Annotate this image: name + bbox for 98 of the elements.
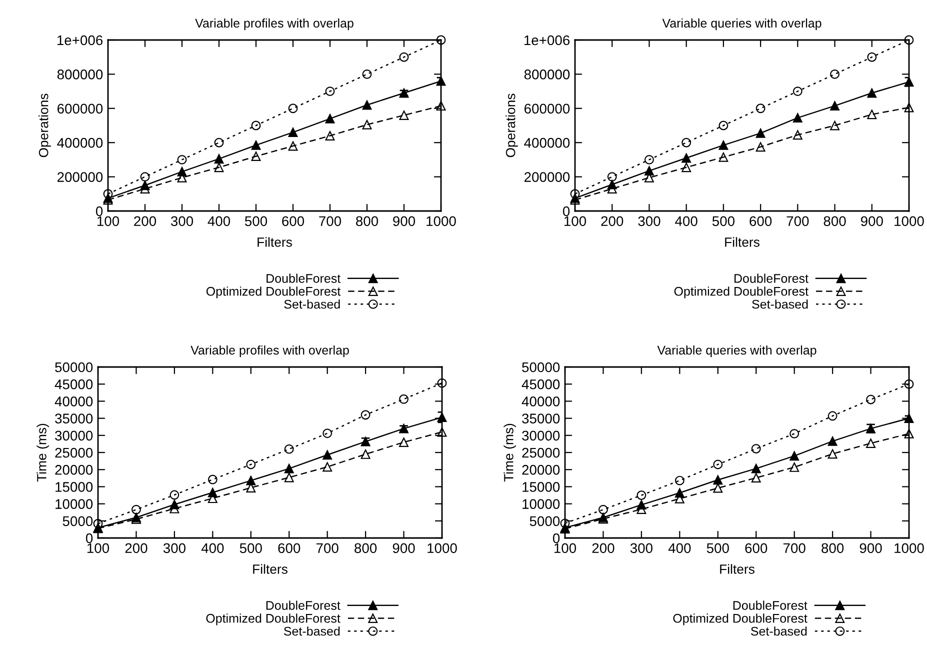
- x-tick-label: 500: [244, 216, 268, 226]
- x-tick-label: 300: [630, 543, 652, 554]
- x-tick-label: 1000: [426, 216, 456, 226]
- x-tick-label: 900: [393, 216, 416, 226]
- x-tick-label: 200: [134, 216, 156, 226]
- legend-label: Optimized DoubleForest: [206, 286, 341, 298]
- x-tick-label: 900: [860, 216, 883, 226]
- y-tick-label: 50000: [522, 362, 560, 372]
- legend-label: Optimized DoubleForest: [206, 614, 340, 626]
- y-tick-label: 15000: [56, 482, 93, 492]
- y-tick-label: 0: [562, 206, 570, 216]
- x-tick-label: 600: [282, 216, 304, 226]
- x-tick-label: 1000: [428, 543, 457, 554]
- y-tick-label: 20000: [55, 464, 93, 475]
- x-tick-label: 900: [860, 543, 882, 554]
- x-tick-label: 500: [706, 543, 729, 554]
- x-tick-label: 100: [564, 216, 586, 226]
- x-tick-label: 600: [745, 543, 768, 554]
- x-tick-label: 400: [675, 216, 698, 226]
- y-tick-label: 1e+006: [524, 35, 570, 46]
- legend-label: DoubleForest: [734, 274, 808, 283]
- x-tick-label: 600: [278, 543, 300, 554]
- legend-label: Optimized DoubleForest: [674, 286, 808, 298]
- x-tick-label: 400: [208, 216, 230, 226]
- x-tick-label: 100: [87, 543, 110, 554]
- y-tick-label: 800000: [524, 70, 570, 80]
- y-axis-title: Operations: [506, 94, 518, 158]
- y-tick-label: 45000: [54, 379, 93, 390]
- y-tick-label: 0: [86, 533, 93, 544]
- y-tick-label: 15000: [522, 482, 560, 492]
- y-tick-label: 400000: [524, 138, 570, 148]
- x-tick-label: 800: [824, 216, 846, 226]
- y-tick-label: 40000: [54, 396, 93, 406]
- y-axis-title: Time (ms): [504, 424, 516, 482]
- x-tick-label: 700: [316, 543, 338, 554]
- x-tick-label: 800: [822, 543, 844, 554]
- y-tick-label: 35000: [522, 414, 560, 424]
- chart-title: Variable queries with overlap: [662, 18, 822, 30]
- x-tick-label: 700: [319, 216, 342, 226]
- x-tick-label: 500: [712, 216, 734, 226]
- y-tick-label: 600000: [58, 104, 103, 114]
- x-tick-label: 100: [554, 543, 576, 554]
- y-tick-label: 5000: [530, 516, 560, 526]
- x-axis-title: Filters: [725, 237, 760, 247]
- x-tick-label: 300: [163, 543, 186, 554]
- y-tick-label: 10000: [56, 499, 93, 509]
- x-tick-label: 400: [668, 543, 691, 554]
- x-tick-label: 200: [125, 543, 148, 554]
- y-tick-label: 25000: [55, 448, 93, 458]
- legend-label: DoubleForest: [733, 600, 808, 610]
- x-tick-label: 300: [638, 216, 660, 226]
- y-tick-label: 800000: [57, 70, 103, 80]
- y-tick-label: 5000: [62, 516, 93, 526]
- y-tick-label: 0: [96, 206, 103, 216]
- y-tick-label: 1e+006: [57, 35, 103, 46]
- legend-label: Set-based: [752, 299, 808, 309]
- y-tick-label: 200000: [524, 172, 570, 182]
- legend-label: Set-based: [284, 626, 340, 636]
- y-tick-label: 200000: [57, 172, 103, 182]
- y-tick-label: 20000: [522, 464, 560, 475]
- x-axis-title: Filters: [258, 237, 292, 247]
- x-axis-title: Filters: [253, 564, 288, 574]
- x-axis-title: Filters: [720, 564, 754, 574]
- y-tick-label: 0: [552, 533, 560, 544]
- y-tick-label: 40000: [522, 396, 560, 406]
- y-tick-label: 45000: [522, 379, 560, 390]
- legend-label: Optimized DoubleForest: [673, 614, 808, 626]
- y-tick-label: 35000: [55, 414, 93, 424]
- chart-title: Variable profiles with overlap: [195, 18, 354, 30]
- x-tick-label: 400: [201, 543, 224, 554]
- y-tick-label: 400000: [57, 138, 103, 148]
- x-tick-label: 500: [240, 543, 262, 554]
- x-tick-label: 800: [354, 543, 377, 554]
- x-tick-label: 300: [170, 216, 194, 226]
- y-tick-label: 30000: [522, 430, 560, 441]
- x-tick-label: 1000: [894, 543, 924, 554]
- x-tick-label: 900: [392, 543, 415, 554]
- legend-label: Set-based: [751, 626, 807, 636]
- y-tick-label: 25000: [522, 448, 560, 458]
- x-tick-label: 1000: [894, 216, 924, 226]
- y-tick-label: 50000: [55, 362, 93, 372]
- x-tick-label: 200: [592, 543, 614, 554]
- legend-label: DoubleForest: [266, 274, 341, 283]
- y-tick-label: 10000: [522, 499, 560, 509]
- chart-title: Variable profiles with overlap: [190, 345, 349, 358]
- legend-label: Set-based: [284, 299, 340, 309]
- x-tick-label: 700: [783, 543, 806, 554]
- chart-title: Variable queries with overlap: [657, 345, 816, 358]
- x-tick-label: 700: [786, 216, 809, 226]
- y-axis-title: Time (ms): [36, 424, 49, 482]
- x-tick-label: 800: [356, 216, 378, 226]
- y-tick-label: 600000: [524, 104, 570, 114]
- x-tick-label: 600: [750, 216, 772, 226]
- legend-label: DoubleForest: [266, 600, 340, 610]
- x-tick-label: 200: [601, 216, 624, 226]
- y-axis-title: Operations: [38, 94, 51, 158]
- x-tick-label: 100: [97, 216, 120, 226]
- y-tick-label: 30000: [55, 430, 93, 441]
